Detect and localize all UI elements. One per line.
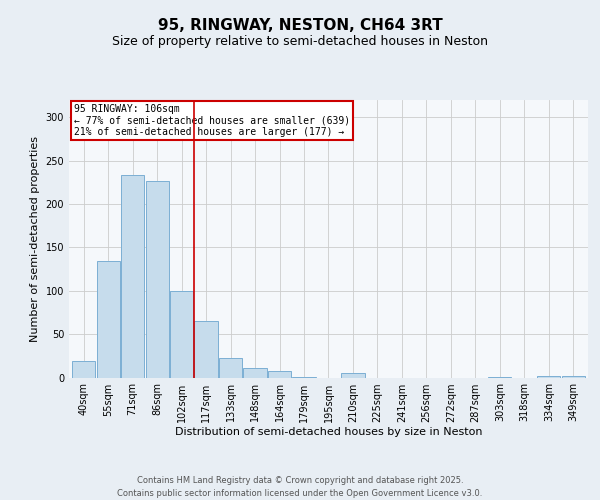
Text: Contains HM Land Registry data © Crown copyright and database right 2025.: Contains HM Land Registry data © Crown c…	[137, 476, 463, 485]
Text: Size of property relative to semi-detached houses in Neston: Size of property relative to semi-detach…	[112, 35, 488, 48]
Bar	[537, 376, 560, 378]
Bar	[194, 321, 218, 378]
Y-axis label: Number of semi-detached properties: Number of semi-detached properties	[30, 136, 40, 342]
Bar	[268, 370, 291, 378]
Bar	[244, 368, 266, 378]
Bar	[97, 262, 120, 378]
Bar	[292, 376, 316, 378]
Bar	[562, 376, 585, 378]
Text: 95 RINGWAY: 106sqm
← 77% of semi-detached houses are smaller (639)
21% of semi-d: 95 RINGWAY: 106sqm ← 77% of semi-detache…	[74, 104, 350, 138]
X-axis label: Distribution of semi-detached houses by size in Neston: Distribution of semi-detached houses by …	[175, 428, 482, 438]
Text: Contains public sector information licensed under the Open Government Licence v3: Contains public sector information licen…	[118, 489, 482, 498]
Bar	[488, 376, 511, 378]
Bar	[170, 291, 193, 378]
Bar	[72, 361, 95, 378]
Text: 95, RINGWAY, NESTON, CH64 3RT: 95, RINGWAY, NESTON, CH64 3RT	[158, 18, 442, 32]
Bar	[146, 180, 169, 378]
Bar	[219, 358, 242, 378]
Bar	[121, 176, 144, 378]
Bar	[341, 373, 365, 378]
